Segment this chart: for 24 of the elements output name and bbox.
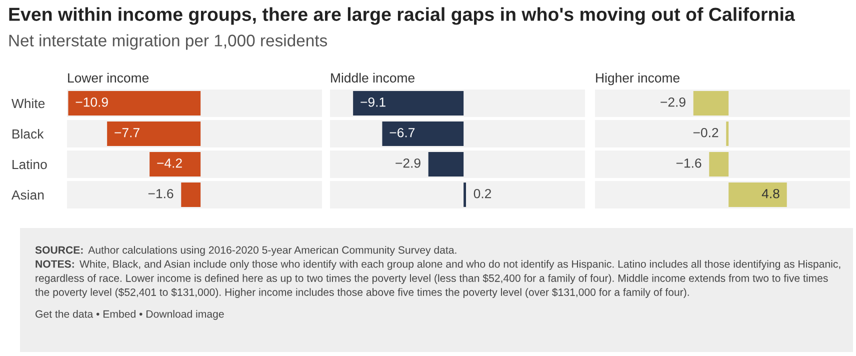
chart-title: Lower income: [68, 72, 149, 83]
data-label: 0.2: [474, 188, 492, 198]
data-label: −4.2: [157, 158, 182, 168]
y-tick-label: Latino: [12, 159, 47, 170]
text: Get the data • Embed • Download image: [36, 310, 224, 320]
text: NOTES: White, Black, and Asian include only those who identify with each group alone and who do not identify as Hispanic. Latino includes all those identifying as Hispanic, regardless of race. Lower income is defined here as up to two times the poverty level (less than $52,400 for a family of four). Middle income extends from two to five times the poverty level ($52,401 to $131,000). Higher income includes those above five times the poverty level (over $131,000 for a family of four).: [35, 260, 840, 298]
y-tick-label: Black: [12, 128, 44, 139]
y-tick-label: Asian: [11, 190, 44, 200]
data-label: −2.9: [396, 158, 420, 168]
source-note: SOURCE: Author calculations using 2016-2020 5-year American Community Survey data.: [35, 246, 456, 256]
data-label: −9.1: [360, 97, 386, 107]
data-label: −1.6: [676, 158, 702, 168]
data-label: −2.9: [660, 97, 686, 107]
y-tick-label: White: [12, 98, 45, 108]
text: Even within income groups, there are large racial gaps in who's moving out of California: [9, 7, 796, 25]
data-label: 4.8: [762, 188, 780, 198]
text: Net interstate migration per 1,000 residents: [9, 34, 328, 50]
data-label: −0.2: [693, 128, 718, 138]
data-label: −1.6: [148, 188, 174, 198]
chart-title: Middle income: [331, 72, 414, 83]
chart-title: Higher income: [596, 72, 680, 86]
data-label: −7.7: [114, 128, 140, 138]
data-label: −10.9: [76, 97, 108, 107]
data-label: −6.7: [390, 128, 415, 138]
